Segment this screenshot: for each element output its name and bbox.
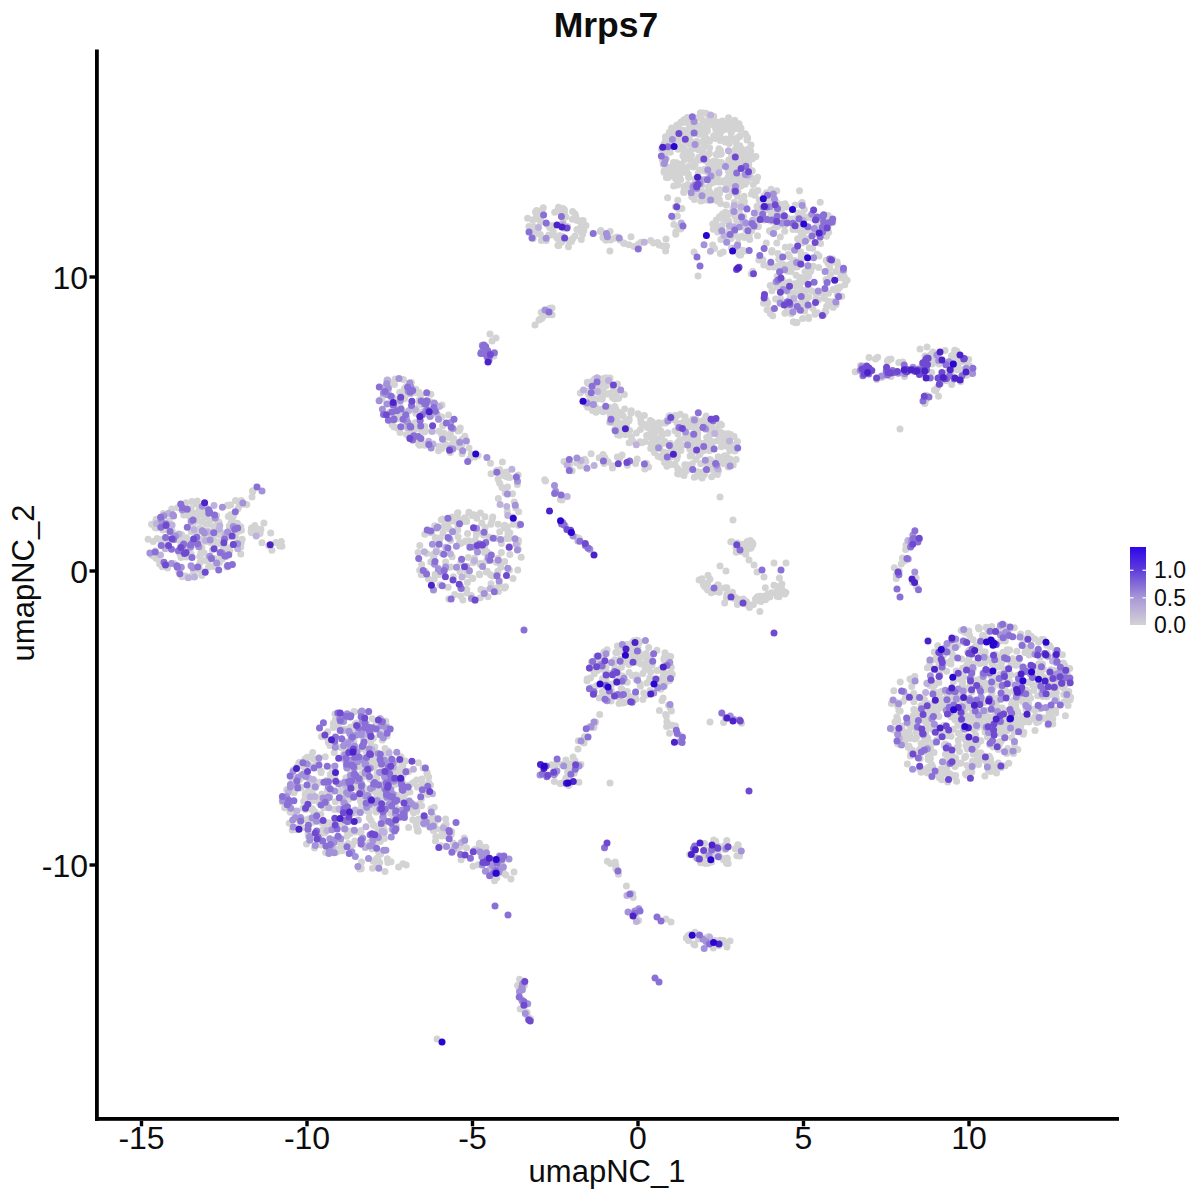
svg-text:0: 0 xyxy=(70,554,88,590)
svg-text:Mrps7: Mrps7 xyxy=(554,5,659,45)
svg-text:10: 10 xyxy=(951,1120,987,1156)
svg-text:umapNC_2: umapNC_2 xyxy=(6,505,41,662)
svg-text:umapNC_1: umapNC_1 xyxy=(529,1154,686,1189)
svg-text:10: 10 xyxy=(52,260,88,296)
svg-text:-10: -10 xyxy=(42,848,88,884)
svg-text:0.5: 0.5 xyxy=(1154,585,1186,611)
svg-text:0.0: 0.0 xyxy=(1154,612,1186,638)
svg-text:5: 5 xyxy=(795,1120,813,1156)
svg-text:1.0: 1.0 xyxy=(1154,557,1186,583)
svg-text:0: 0 xyxy=(629,1120,647,1156)
svg-text:-10: -10 xyxy=(284,1120,330,1156)
svg-text:-15: -15 xyxy=(118,1120,164,1156)
svg-text:-5: -5 xyxy=(458,1120,486,1156)
